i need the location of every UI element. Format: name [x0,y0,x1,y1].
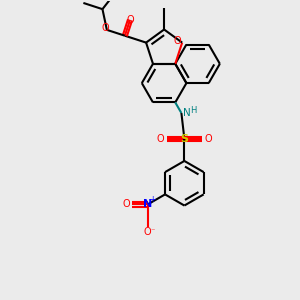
Text: H: H [190,106,196,115]
Text: O: O [144,227,152,237]
Text: O: O [126,15,134,25]
Text: +: + [149,196,155,205]
Text: O: O [102,23,109,33]
Text: O: O [157,134,164,144]
Text: N: N [183,108,190,118]
Text: O: O [123,200,130,209]
Text: O: O [204,134,212,144]
Text: ⁻: ⁻ [151,226,155,236]
Text: N: N [143,200,152,209]
Text: O: O [174,36,182,46]
Text: S: S [180,134,188,144]
